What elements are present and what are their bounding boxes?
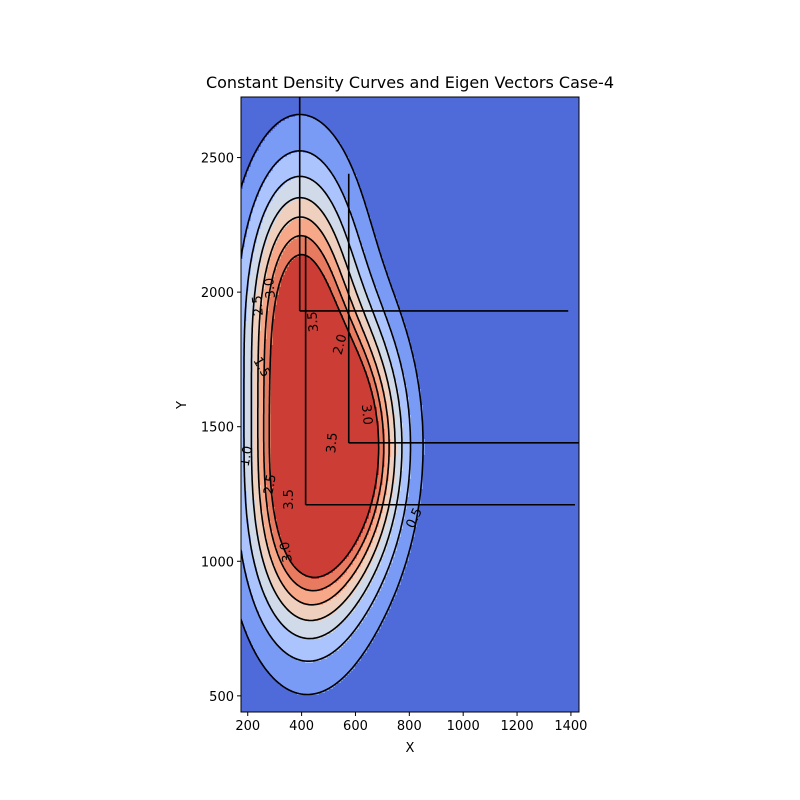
x-axis-ticks: 200 400 600 800 1000 1200 1400 xyxy=(235,712,587,734)
y-axis-ticks: 500 1000 1500 2000 2500 xyxy=(201,152,241,705)
y-tick-label: 1000 xyxy=(201,555,234,570)
y-tick-label: 500 xyxy=(209,690,234,705)
contour-label: 2.5 xyxy=(250,295,267,317)
contour-line-3 xyxy=(250,196,396,622)
x-tick-label: 1200 xyxy=(501,719,534,734)
contour-fills xyxy=(241,115,425,695)
contour-label: 3.0 xyxy=(262,277,279,299)
contour-label: 3.5 xyxy=(305,311,322,333)
x-tick-label: 1400 xyxy=(554,719,587,734)
eigen-vectors xyxy=(298,97,579,506)
y-tick-label: 2000 xyxy=(201,286,234,301)
plot-frame xyxy=(240,96,580,713)
contour-label: 2.5 xyxy=(261,473,279,496)
contour-label: 3.0 xyxy=(358,404,375,426)
contour-labels: 0.51.01.52.02.53.03.53.53.02.53.03.5 xyxy=(238,277,426,563)
x-tick-label: 400 xyxy=(289,719,314,734)
x-tick-label: 600 xyxy=(343,719,368,734)
contour-line-4 xyxy=(257,216,390,606)
contour-fill-6 xyxy=(271,255,379,579)
contour-line-6 xyxy=(268,253,380,579)
x-tick-label: 200 xyxy=(235,719,260,734)
y-tick-label: 1500 xyxy=(201,421,234,436)
contour-line-2 xyxy=(243,175,403,640)
chart-title: Constant Density Curves and Eigen Vector… xyxy=(206,73,614,92)
contour-label: 3.5 xyxy=(324,432,341,454)
y-axis-label: Y xyxy=(175,401,190,410)
contour-label: 3.0 xyxy=(278,540,296,563)
contour-label: 1.0 xyxy=(238,445,256,468)
plot-area: 0.51.01.52.02.53.03.53.53.02.53.03.5 xyxy=(238,97,579,712)
contour-label: 2.0 xyxy=(331,333,351,357)
x-tick-label: 1000 xyxy=(447,719,480,734)
x-tick-label: 800 xyxy=(397,719,422,734)
contour-label: 3.5 xyxy=(282,489,297,510)
contour-line-0 xyxy=(241,113,424,696)
contour-lines xyxy=(241,113,424,696)
y-tick-label: 2500 xyxy=(201,152,234,167)
x-axis-label: X xyxy=(406,741,415,756)
contour-line-5 xyxy=(262,234,385,592)
contour-line-1 xyxy=(241,150,412,662)
